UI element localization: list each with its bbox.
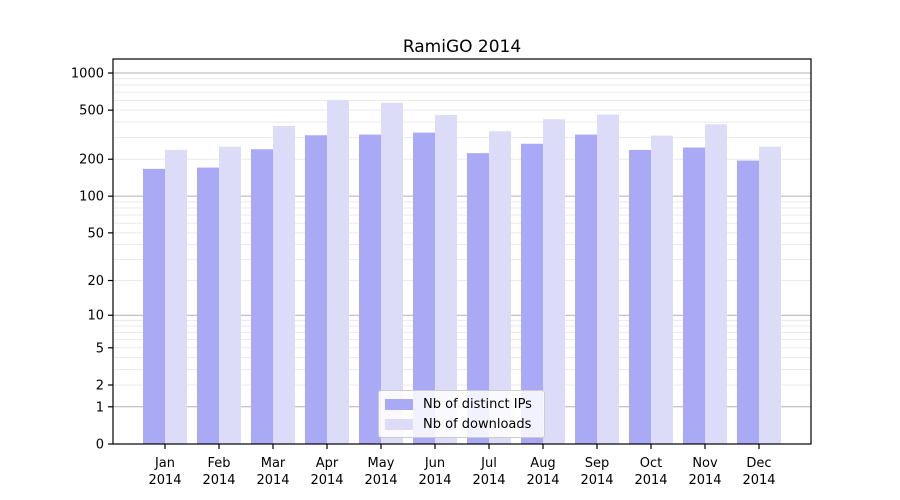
chart-title: RamiGO 2014 — [403, 37, 521, 57]
x-tick-label-year: 2014 — [202, 473, 235, 488]
legend-item-downloads: Nb of downloads — [385, 417, 538, 432]
bar-downloads-aug — [543, 119, 565, 444]
legend-label-distinct-ips: Nb of distinct IPs — [423, 396, 532, 412]
x-tick-label-month: Sep — [585, 456, 610, 471]
x-tick-label-month: Jan — [154, 456, 175, 471]
x-axis-ticks: Jan 2014 Feb 2014 Mar 2014 Apr 2014 May 2014 Jun 20… — [148, 444, 776, 488]
x-tick-label-month: Apr — [316, 456, 339, 471]
bar-distinct-ips-aug — [521, 143, 543, 444]
legend-item-distinct-ips: Nb of distinct IPs — [385, 397, 538, 412]
bar-distinct-ips-jul — [467, 153, 489, 444]
bar-distinct-ips-jan — [143, 168, 165, 444]
bar-distinct-ips-sep — [575, 134, 597, 445]
x-tick-label-year: 2014 — [688, 473, 721, 488]
x-tick-label-year: 2014 — [472, 473, 505, 488]
x-tick-label-month: May — [368, 456, 395, 471]
y-tick-label: 100 — [79, 190, 104, 205]
bar-downloads-apr — [327, 100, 349, 445]
x-tick-label-month: Mar — [261, 456, 286, 471]
legend: Nb of distinct IPs Nb of downloads — [378, 390, 545, 438]
x-tick-label-year: 2014 — [418, 473, 451, 488]
x-tick-label-year: 2014 — [580, 473, 613, 488]
bar-distinct-ips-nov — [683, 147, 705, 444]
x-tick-label-year: 2014 — [742, 473, 775, 488]
x-tick-label-month: Feb — [207, 456, 230, 471]
bar-downloads-nov — [705, 124, 727, 444]
x-tick-label-year: 2014 — [256, 473, 289, 488]
x-tick-label-year: 2014 — [526, 473, 559, 488]
bar-distinct-ips-oct — [629, 149, 651, 445]
y-tick-label: 20 — [87, 274, 104, 289]
legend-swatch-distinct-ips — [385, 398, 413, 410]
y-tick-label: 10 — [87, 309, 104, 324]
bar-downloads-feb — [219, 146, 241, 444]
legend-swatch-downloads — [385, 418, 413, 430]
x-tick-label-month: Nov — [692, 456, 718, 471]
x-tick-label-year: 2014 — [634, 473, 667, 488]
bar-downloads-mar — [273, 126, 295, 444]
x-tick-label-month: Jun — [424, 456, 445, 471]
bar-distinct-ips-feb — [197, 167, 219, 444]
bar-downloads-oct — [651, 135, 673, 445]
x-tick-label-year: 2014 — [310, 473, 343, 488]
plot-border — [112, 58, 812, 445]
bar-downloads-jan — [165, 149, 187, 445]
bar-distinct-ips-may — [359, 134, 381, 445]
y-tick-label: 200 — [79, 153, 104, 168]
bar-distinct-ips-jun — [413, 132, 435, 444]
y-tick-label: 50 — [87, 226, 104, 241]
legend-label-downloads: Nb of downloads — [423, 416, 532, 432]
bar-distinct-ips-apr — [305, 135, 327, 445]
x-tick-label-month: Aug — [530, 456, 555, 471]
bar-distinct-ips-dec — [737, 160, 759, 444]
bar-downloads-sep — [597, 114, 619, 445]
x-tick-label-month: Oct — [640, 456, 662, 471]
bar-distinct-ips-mar — [251, 149, 273, 445]
x-tick-label-month: Dec — [746, 456, 771, 471]
y-tick-label: 0 — [96, 438, 104, 453]
bars — [143, 100, 781, 445]
bar-downloads-dec — [759, 146, 781, 444]
y-tick-label: 2 — [96, 379, 104, 394]
y-tick-label: 1000 — [71, 67, 104, 82]
y-tick-label: 500 — [79, 104, 104, 119]
bar-downloads-jun — [435, 114, 457, 444]
bar-downloads-may — [381, 102, 403, 445]
x-tick-label-month: Jul — [480, 456, 497, 471]
y-tick-label: 5 — [96, 341, 104, 356]
x-tick-label-year: 2014 — [148, 473, 181, 488]
x-tick-label-year: 2014 — [364, 473, 397, 488]
bar-downloads-jul — [489, 131, 511, 444]
y-tick-label: 1 — [96, 400, 104, 415]
